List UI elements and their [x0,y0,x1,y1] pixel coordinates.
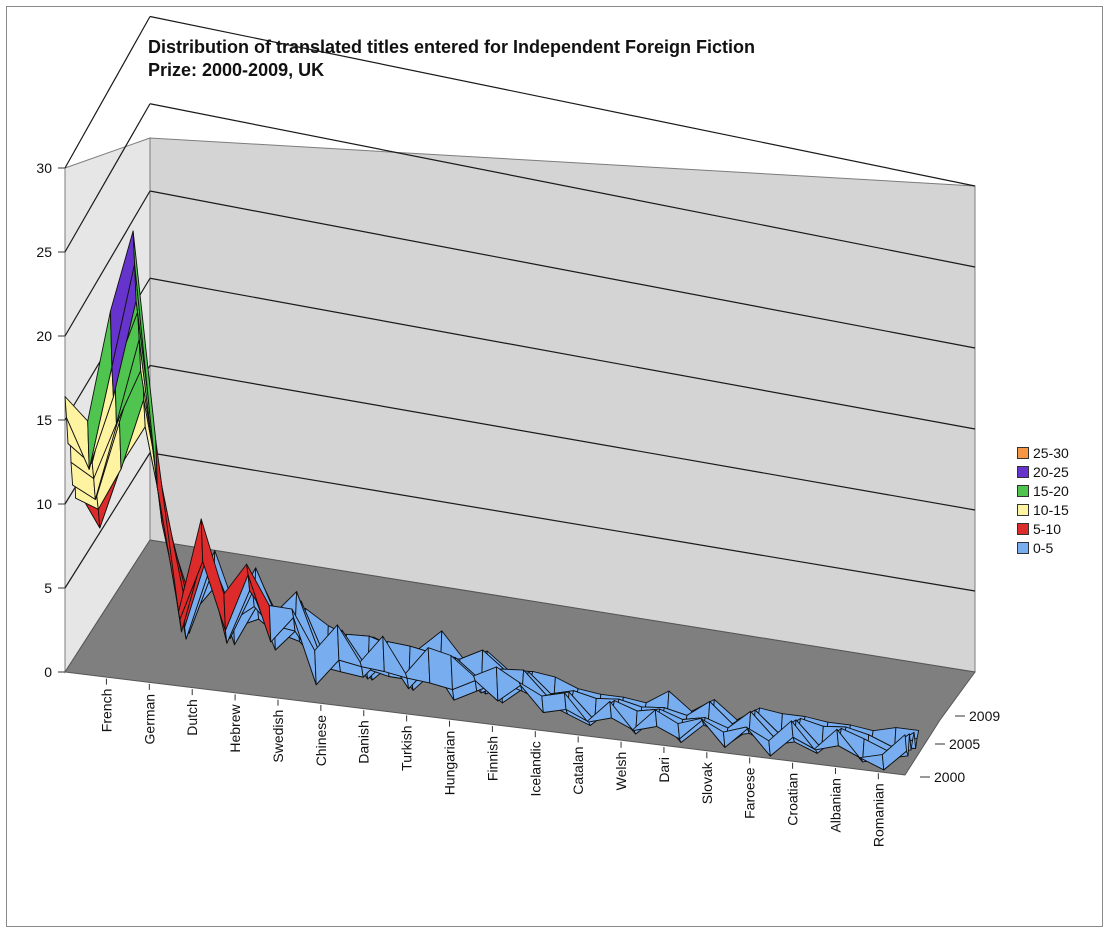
legend-item: 10-15 [1017,500,1069,519]
chart-title: Distribution of translated titles entere… [148,36,1028,82]
legend-swatch [1017,503,1029,516]
surface-cell [541,692,567,713]
back-gridline [149,364,976,511]
x-tick-label: Hebrew [227,704,243,753]
year-tick-label: 2005 [949,736,980,752]
legend-item: 5-10 [1017,519,1069,538]
legend-label: 0-5 [1033,539,1054,556]
surface-cell [881,734,907,771]
year-axis-ticks: 2000 2005 2009 [920,708,1000,785]
x-tick-label: Slovak [699,761,715,804]
chart-title-line-2: Prize: 2000-2009, UK [148,60,325,80]
x-tick-label: Finnish [484,736,500,781]
x-tick-label: Danish [356,720,372,764]
z-tick-label: 5 [44,580,52,596]
z-tick-label: 0 [44,664,52,680]
legend: 25-30 20-25 15-20 10-15 5-10 0-5 [1017,443,1069,557]
z-tick-label: 10 [36,496,52,512]
legend-item: 15-20 [1017,481,1069,500]
x-tick-label: Swedish [270,710,286,763]
legend-swatch [1017,446,1029,459]
legend-label: 25-30 [1033,444,1069,461]
back-gridline [149,452,976,592]
legend-label: 20-25 [1033,463,1069,480]
legend-swatch [1017,484,1029,497]
back-gridline [149,103,976,268]
x-tick-label: German [141,694,157,745]
gridlines [64,15,976,592]
x-tick-label: Hungarian [442,731,458,796]
side-gridline [64,190,151,337]
z-tick-label: 15 [36,412,52,428]
legend-item: 0-5 [1017,538,1069,557]
legend-swatch [1017,465,1029,478]
z-axis-ticks: 0 5 10 15 20 25 30 [36,160,65,680]
side-gridline [64,452,151,589]
legend-label: 10-15 [1033,501,1069,518]
legend-swatch [1017,541,1029,554]
legend-item: 20-25 [1017,462,1069,481]
legend-label: 15-20 [1033,482,1069,499]
legend-swatch [1017,522,1029,535]
z-tick-label: 30 [36,160,52,176]
x-tick-label: Turkish [399,725,415,770]
back-gridline [149,277,976,430]
x-tick-label: Icelandic [527,741,543,796]
back-gridline [149,190,976,349]
x-tick-label: Chinese [313,715,329,767]
x-tick-label: Welsh [613,752,629,791]
z-tick-label: 20 [36,328,52,344]
x-tick-label: Faroese [742,767,758,819]
x-tick-label: Romanian [870,783,886,847]
surface-mesh [64,230,920,771]
side-gridline [64,103,151,253]
x-tick-label: French [98,689,114,733]
chart-title-line-1: Distribution of translated titles entere… [148,37,756,57]
language-axis-ticks: French German Dutch Hebrew Swedish Chinese Dan… [98,678,886,847]
x-tick-label: Albanian [827,778,843,833]
year-tick-label: 2009 [969,708,1000,724]
legend-label: 5-10 [1033,520,1062,537]
x-tick-label: Croatian [785,773,801,826]
back-gridline [149,15,976,187]
side-gridline [64,16,151,169]
year-tick-label: 2000 [934,769,965,785]
x-tick-label: Catalan [570,746,586,794]
x-tick-label: Dari [656,757,672,783]
z-tick-label: 25 [36,244,52,260]
legend-item: 25-30 [1017,443,1069,462]
x-tick-label: Dutch [184,699,200,736]
